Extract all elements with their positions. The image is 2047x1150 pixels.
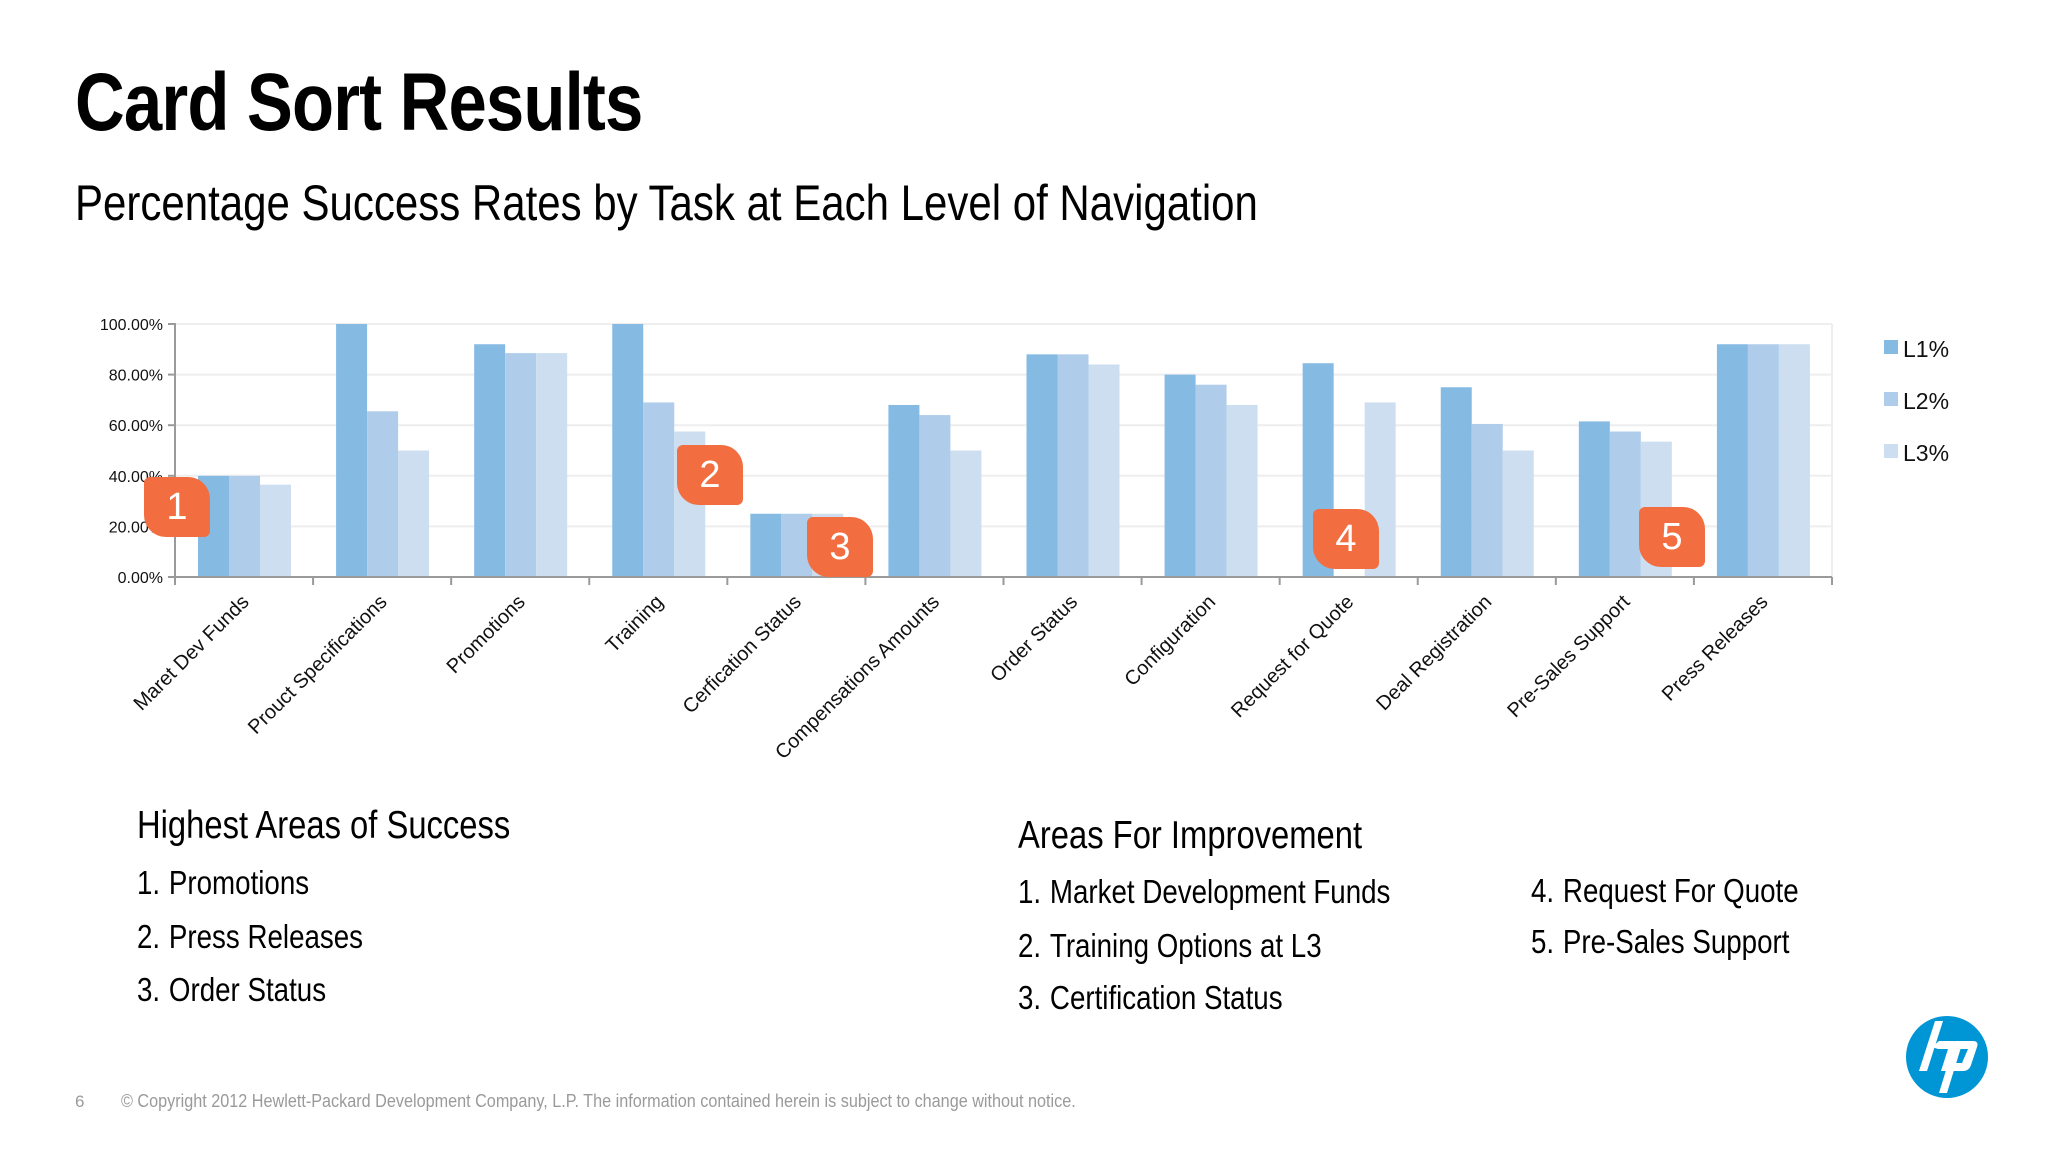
x-category-label: Configuration <box>1120 591 1220 691</box>
y-tick-label: 0.00% <box>118 570 163 587</box>
bar-l1 <box>336 324 368 577</box>
slide-title: Card Sort Results <box>75 57 643 148</box>
bar-l3 <box>950 450 982 577</box>
improvement-item: 4. Request For Quote <box>1531 872 1799 909</box>
legend-swatch <box>1884 444 1898 458</box>
bar-l2 <box>229 475 260 577</box>
x-category-label: Request for Quote <box>1227 591 1358 722</box>
legend-swatch <box>1884 392 1898 406</box>
success-item: 2. Press Releases <box>137 918 364 955</box>
success-item: 1. Promotions <box>137 864 310 901</box>
bar-l1 <box>1578 421 1610 577</box>
improvement-item: 5. Pre-Sales Support <box>1531 923 1790 960</box>
x-category-label: Maret Dev Funds <box>130 591 254 715</box>
page-number: 6 <box>75 1092 85 1111</box>
x-category-label: Promotions <box>443 591 530 678</box>
legend-label: L2% <box>1903 388 1949 414</box>
legend-swatch <box>1884 340 1898 354</box>
y-tick-label: 60.00% <box>109 418 163 435</box>
annotation-badge: 3 <box>807 517 873 577</box>
improvement-item: 3. Certification Status <box>1018 979 1283 1016</box>
bar-l1 <box>1026 354 1058 577</box>
success-heading: Highest Areas of Success <box>137 804 511 847</box>
x-category-label: Compensations Amounts <box>771 591 944 764</box>
x-category-label: Order Status <box>986 591 1082 687</box>
hp-logo-icon <box>1906 1016 1988 1098</box>
y-tick-label: 80.00% <box>109 368 163 385</box>
x-category-label: Press Releases <box>1658 591 1773 706</box>
bar-l2 <box>1057 354 1089 577</box>
legend-label: L3% <box>1903 440 1949 466</box>
annotation-badge: 4 <box>1313 509 1379 569</box>
chart-bars <box>198 324 1810 577</box>
bar-l3 <box>260 484 291 577</box>
chart-legend: L1% L2% L3% <box>1884 336 1949 466</box>
annotation-badge: 5 <box>1639 507 1705 567</box>
bar-l3 <box>398 450 430 577</box>
bar-l1 <box>1716 344 1748 577</box>
annotation-badge: 1 <box>144 477 210 537</box>
bar-l1 <box>612 324 644 577</box>
bar-l1 <box>474 344 506 577</box>
bar-l1 <box>750 513 782 577</box>
bar-l2 <box>1471 423 1503 577</box>
bar-l1 <box>888 404 920 577</box>
y-axis-tick-labels: 0.00%20.00%40.00%60.00%80.00%100.00% <box>100 317 163 587</box>
x-category-label: Prouct Specifications <box>244 591 392 739</box>
x-category-label: Cerfication Status <box>679 591 806 718</box>
chart-gridlines <box>175 323 1833 577</box>
bar-l2 <box>919 415 951 577</box>
bar-l2 <box>505 353 537 577</box>
bar-l3 <box>1778 344 1810 577</box>
annotation-badge: 2 <box>677 445 743 505</box>
bar-l2 <box>1195 384 1227 577</box>
bar-l1 <box>1164 374 1196 577</box>
slide-subtitle: Percentage Success Rates by Task at Each… <box>75 175 1258 231</box>
copyright-notice: © Copyright 2012 Hewlett-Packard Develop… <box>121 1091 1076 1111</box>
bar-l2 <box>1747 344 1779 577</box>
bar-l3 <box>1088 364 1120 577</box>
bar-l1 <box>1440 387 1472 577</box>
improvement-heading: Areas For Improvement <box>1018 814 1363 857</box>
bar-l2 <box>367 411 399 577</box>
legend-label: L1% <box>1903 336 1949 362</box>
bar-l3 <box>1226 404 1258 577</box>
x-category-label: Training <box>602 591 668 657</box>
bar-l2 <box>1609 431 1641 577</box>
bar-chart: 0.00%20.00%40.00%60.00%80.00%100.00% Mar… <box>100 317 1949 764</box>
bar-l3 <box>536 353 568 577</box>
bar-l2 <box>643 402 675 577</box>
improvement-item: 1. Market Development Funds <box>1018 873 1391 910</box>
chart-axes <box>168 323 1833 585</box>
success-item: 3. Order Status <box>137 971 327 1008</box>
x-category-label: Pre-Sales Support <box>1503 591 1634 722</box>
improvement-item: 2. Training Options at L3 <box>1018 927 1322 964</box>
y-tick-label: 100.00% <box>100 317 163 334</box>
bar-l3 <box>1502 450 1534 577</box>
x-category-label: Deal Registration <box>1372 591 1496 715</box>
